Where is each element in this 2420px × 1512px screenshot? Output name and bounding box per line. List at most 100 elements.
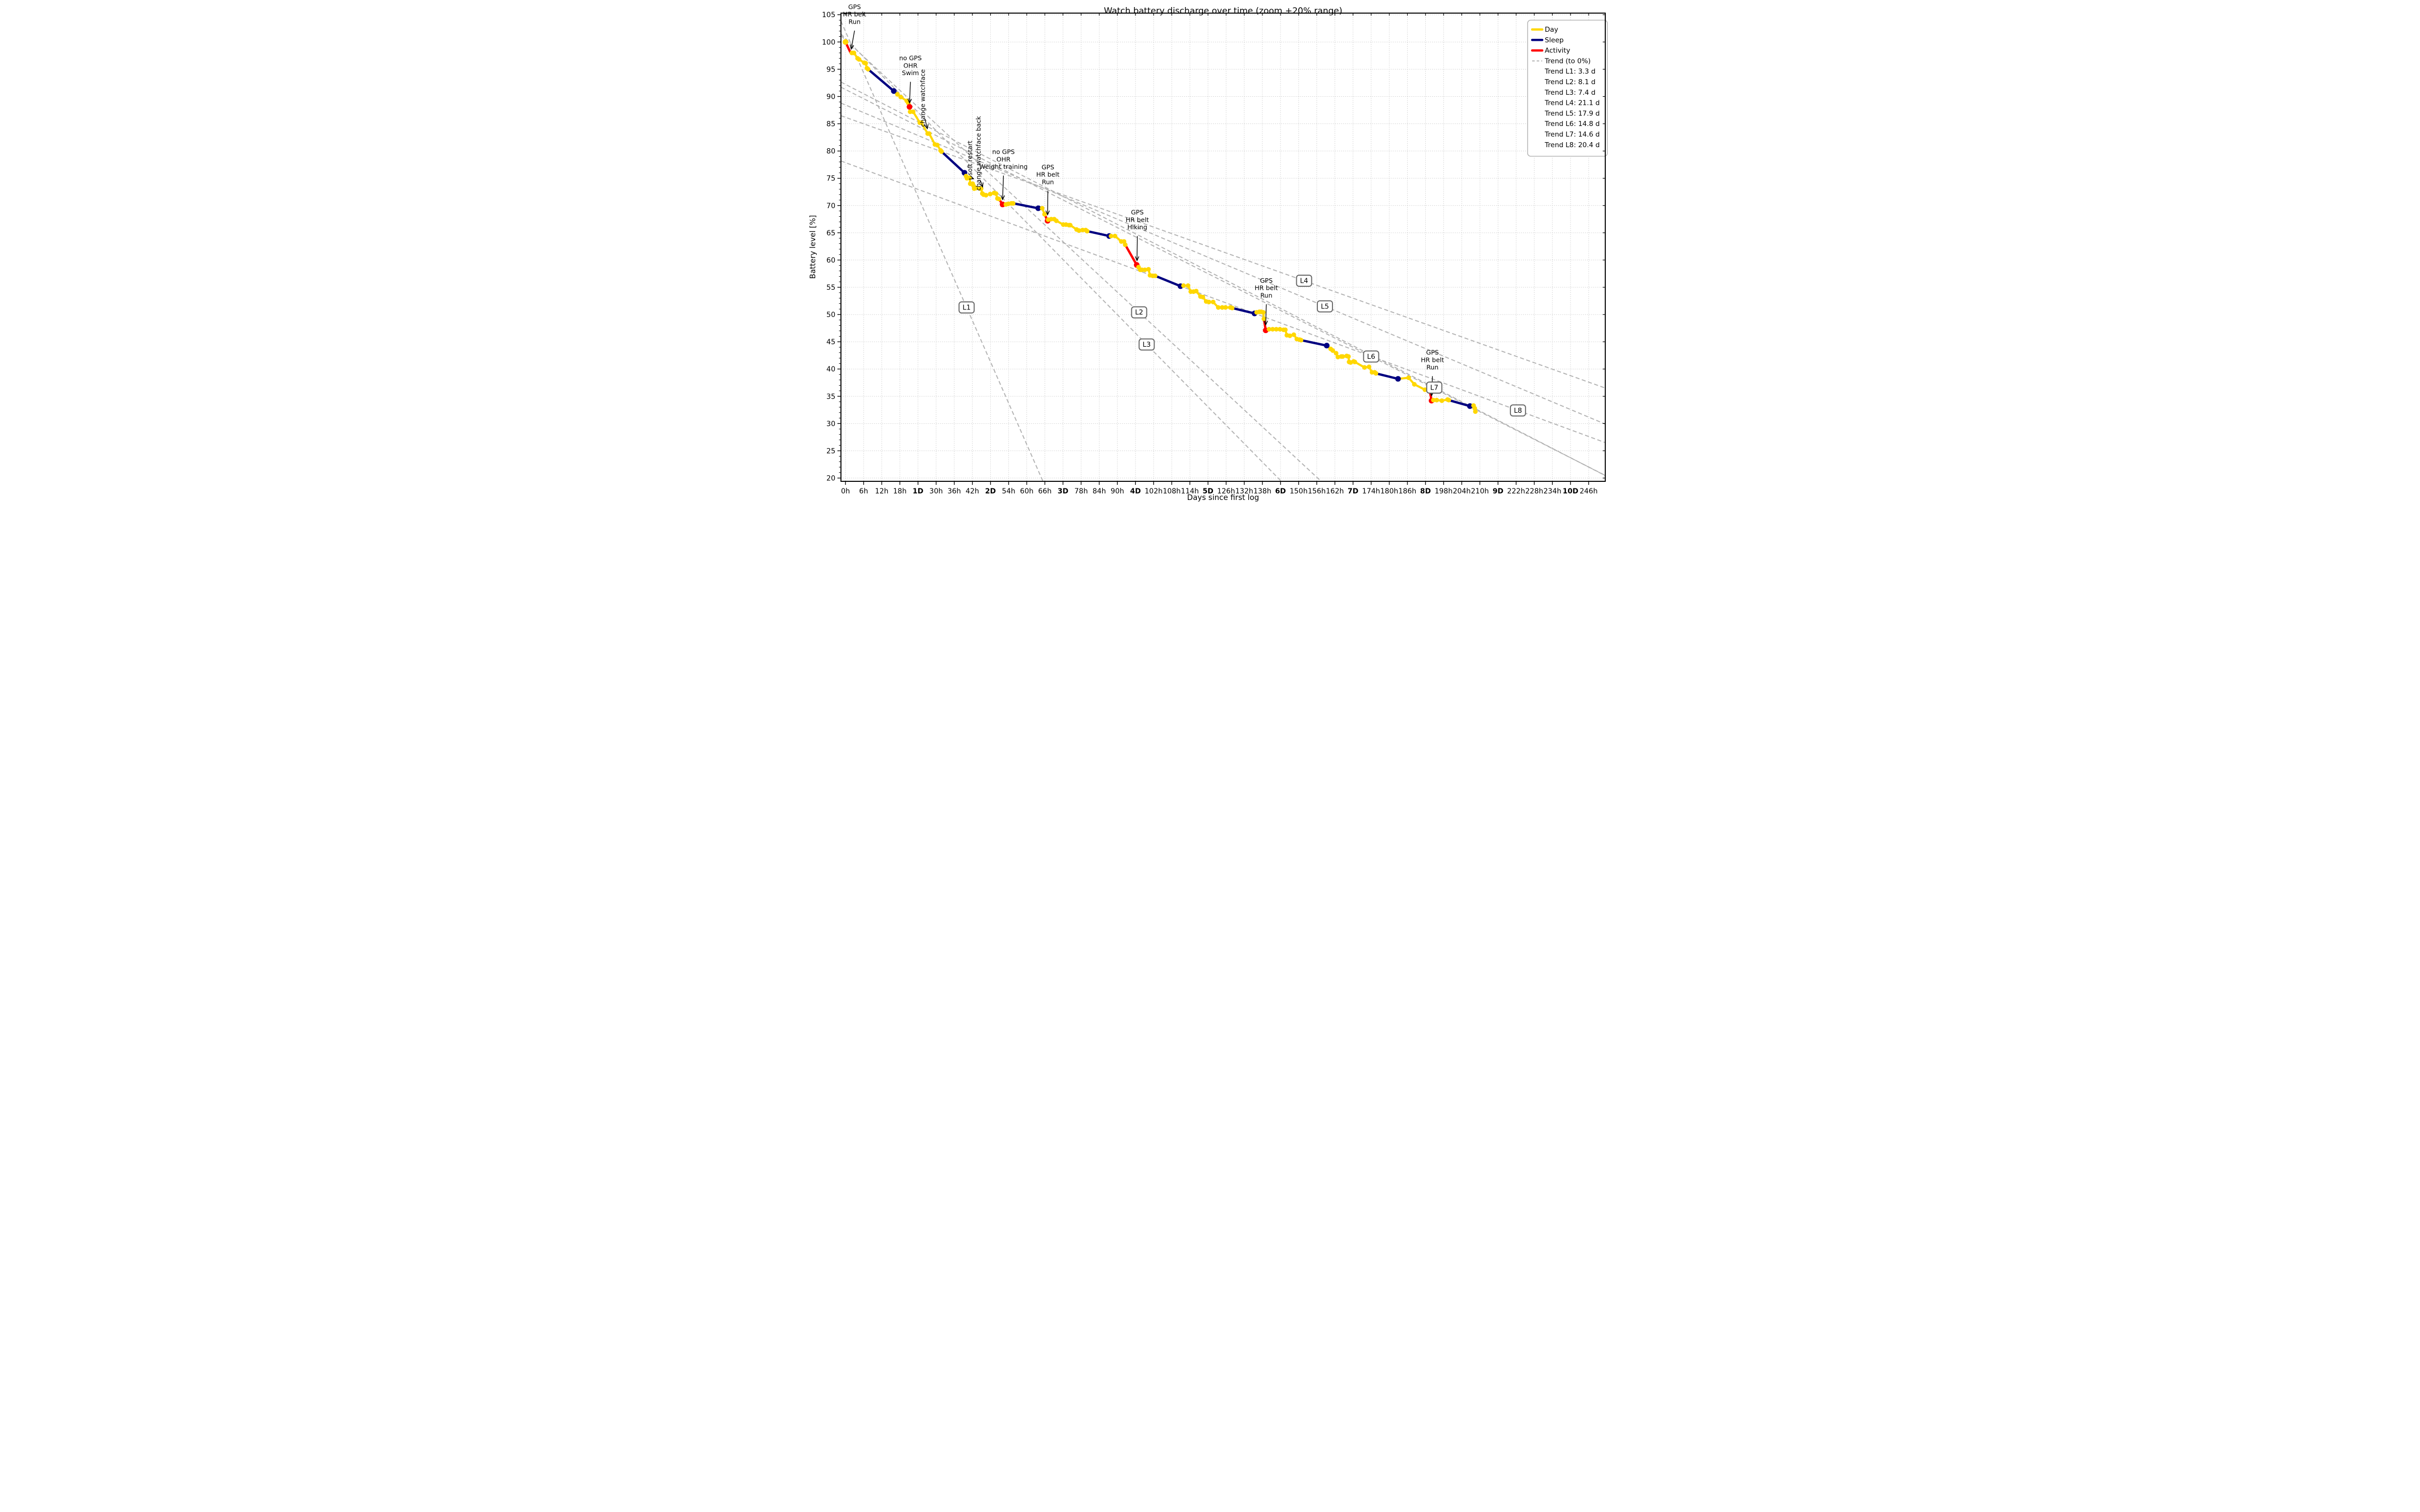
activity-end-point xyxy=(906,104,913,110)
y-tick-label: 70 xyxy=(826,202,835,210)
legend-entry: Trend L5: 17.9 d xyxy=(1544,109,1600,117)
day-point xyxy=(1112,233,1118,238)
trend-label-box-L4 xyxy=(1296,275,1312,287)
y-tick-label: 30 xyxy=(826,420,835,428)
annotation-arrowhead xyxy=(1000,195,1005,201)
trend-label-box-L8 xyxy=(1509,404,1526,417)
y-tick-label: 80 xyxy=(826,148,835,156)
x-tick-label: 9D xyxy=(1493,487,1503,495)
trend-label-L1: L1 xyxy=(962,304,971,312)
y-tick-label: 60 xyxy=(826,257,835,265)
day-point xyxy=(1261,310,1266,315)
x-tick-label: 186h xyxy=(1399,487,1417,495)
trend-line-L8 xyxy=(840,160,1606,444)
x-tick-label: 180h xyxy=(1380,487,1399,495)
y-tick-label: 105 xyxy=(822,11,835,19)
annotation-text: soft restart xyxy=(966,141,974,175)
x-tick-label: 162h xyxy=(1326,487,1344,495)
x-tick-label: 174h xyxy=(1362,487,1380,495)
day-point xyxy=(1270,327,1275,332)
x-tick-label: 150h xyxy=(1290,487,1308,495)
x-tick-label: 42h xyxy=(965,487,979,495)
annotation-text: no GPS OHR Weight training xyxy=(979,148,1027,171)
sleep-end-point xyxy=(1395,376,1401,382)
trend-label-L2: L2 xyxy=(1135,308,1143,317)
trend-line-L4 xyxy=(840,115,1606,389)
x-tick-label: 8D xyxy=(1420,487,1431,495)
annotation-arrowhead xyxy=(969,175,975,180)
day-point xyxy=(1334,351,1339,356)
legend-entry: Trend L2: 8.1 d xyxy=(1544,78,1596,86)
x-tick-label: 108h xyxy=(1163,487,1181,495)
y-tick-label: 35 xyxy=(826,393,835,401)
x-tick-label: 60h xyxy=(1020,487,1034,495)
trend-label-box-L3 xyxy=(1138,338,1155,351)
day-point xyxy=(895,92,900,97)
legend-entry: Trend (to 0%) xyxy=(1544,57,1591,65)
x-tick-label: 18h xyxy=(893,487,907,495)
day-point xyxy=(1439,398,1444,403)
trend-line-L2 xyxy=(840,35,1322,482)
y-tick-label: 55 xyxy=(826,284,835,292)
legend-entry: Day xyxy=(1545,26,1558,34)
x-tick-label: 84h xyxy=(1093,487,1106,495)
day-point xyxy=(1261,317,1266,322)
legend-entry: Trend L4: 21.1 d xyxy=(1544,99,1600,107)
day-point xyxy=(1366,364,1372,369)
x-tick-label: 36h xyxy=(947,487,961,495)
annotation-arrow xyxy=(909,82,911,103)
chart-canvas: Watch battery discharge over time (zoom … xyxy=(808,3,1608,502)
day-point xyxy=(1109,233,1114,238)
day-point xyxy=(1230,305,1235,310)
day-point xyxy=(911,109,916,114)
trend-label-L7: L7 xyxy=(1430,384,1438,392)
legend-entry: Trend L6: 14.8 d xyxy=(1544,120,1600,128)
day-point xyxy=(1054,218,1059,223)
x-tick-label: 1D xyxy=(913,487,923,495)
x-tick-label: 204h xyxy=(1453,487,1471,495)
day-point xyxy=(1431,398,1436,403)
annotation-arrow xyxy=(1002,175,1004,200)
day-point xyxy=(1211,299,1216,304)
day-point xyxy=(1422,387,1427,392)
day-point xyxy=(898,94,903,100)
day-point xyxy=(1216,305,1221,310)
sleep-end-point xyxy=(1035,205,1041,211)
y-tick-label: 20 xyxy=(826,475,835,483)
y-tick-label: 45 xyxy=(826,338,835,346)
day-point xyxy=(927,131,932,136)
day-point xyxy=(993,191,998,196)
sleep-segment xyxy=(1154,274,1182,288)
day-point xyxy=(984,193,989,198)
x-tick-label: 90h xyxy=(1111,487,1124,495)
day-point xyxy=(1146,267,1151,272)
day-point xyxy=(1283,327,1288,332)
axes-spines xyxy=(840,13,1606,482)
day-point xyxy=(1194,288,1199,294)
annotation-arrowhead xyxy=(908,98,912,104)
sleep-segment xyxy=(867,68,895,92)
day-point xyxy=(857,57,862,62)
sleep-end-point xyxy=(891,88,897,94)
trend-line-L7 xyxy=(840,81,1606,476)
day-point xyxy=(1346,354,1351,359)
trend-label-L6: L6 xyxy=(1367,353,1375,361)
x-tick-label: 126h xyxy=(1217,487,1235,495)
x-tick-label: 10D xyxy=(1563,487,1579,495)
day-point xyxy=(866,67,871,72)
start-point xyxy=(842,39,849,45)
legend-entry: Trend L1: 3.3 d xyxy=(1544,68,1596,76)
x-tick-label: 2D xyxy=(985,487,996,495)
x-tick-label: 198h xyxy=(1435,487,1453,495)
y-axis-label: Battery level [%] xyxy=(808,215,817,279)
activity-segment xyxy=(1124,243,1138,266)
trend-label-box-L6 xyxy=(1363,350,1379,363)
day-point xyxy=(1373,371,1378,376)
y-tick-label: 65 xyxy=(826,229,835,237)
x-tick-label: 0h xyxy=(841,487,850,495)
day-point xyxy=(1206,299,1212,304)
annotation-text: change watchface xyxy=(919,69,927,127)
x-tick-label: 246h xyxy=(1580,487,1598,495)
day-point xyxy=(1185,283,1191,288)
day-point xyxy=(1181,283,1186,288)
